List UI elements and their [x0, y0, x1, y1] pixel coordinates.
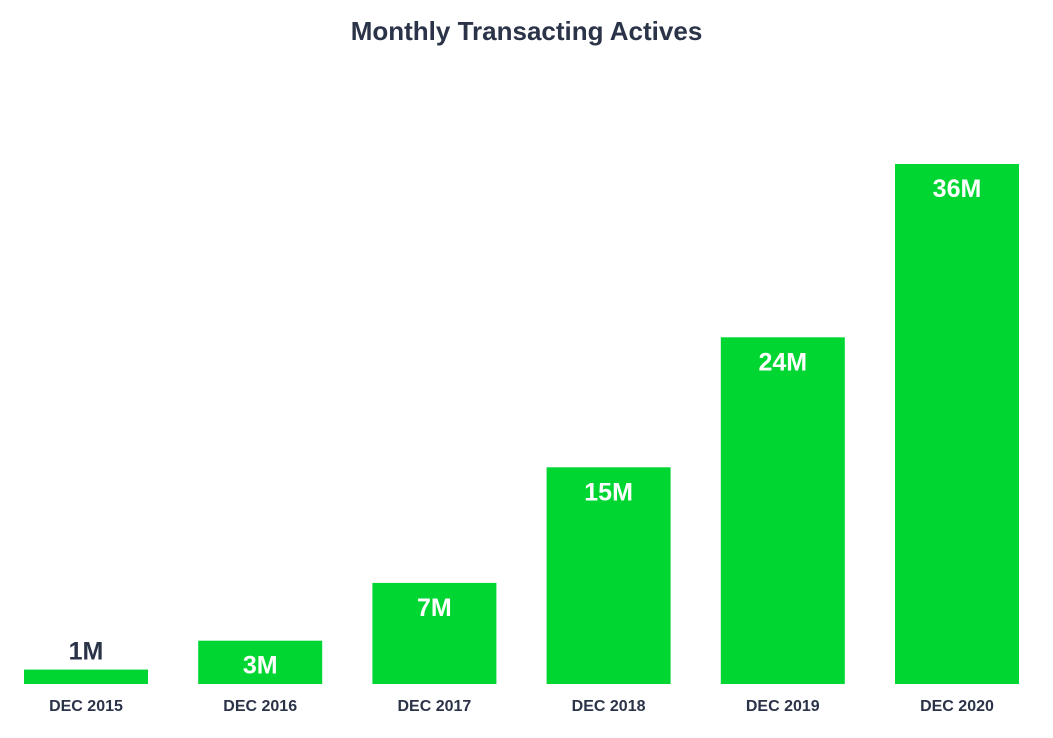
x-tick-label-dec-2015: DEC 2015 [49, 698, 123, 715]
bars-layer [24, 164, 1019, 684]
bar-dec-2017 [372, 582, 497, 684]
data-label-dec-2020: 36M [933, 175, 982, 203]
bar-dec-2015 [24, 669, 148, 684]
x-tick-label-dec-2020: DEC 2020 [920, 698, 994, 715]
x-tick-label-dec-2019: DEC 2019 [746, 698, 820, 715]
x-tick-labels-layer: DEC 2015 DEC 2016 DEC 2017 DEC 2018 DEC 2019… [49, 698, 994, 715]
x-tick-label-dec-2018: DEC 2018 [572, 698, 646, 715]
bar-dec-2016 [198, 640, 323, 684]
bar-dec-2018 [546, 467, 671, 684]
bar-dec-2019 [720, 337, 845, 684]
bar-dec-2020 [895, 164, 1019, 684]
chart-title: Monthly Transacting Actives [350, 16, 703, 46]
data-label-dec-2018: 15M [584, 478, 633, 506]
x-tick-label-dec-2017: DEC 2017 [397, 698, 471, 715]
x-tick-label-dec-2016: DEC 2016 [223, 698, 297, 715]
data-label-dec-2017: 7M [417, 594, 452, 622]
data-label-dec-2016: 3M [243, 652, 278, 680]
data-labels-layer: 1M 3M 7M 15M 24M 36M [69, 175, 982, 680]
data-label-dec-2019: 24M [758, 348, 807, 376]
data-label-dec-2015: 1M [69, 638, 104, 666]
